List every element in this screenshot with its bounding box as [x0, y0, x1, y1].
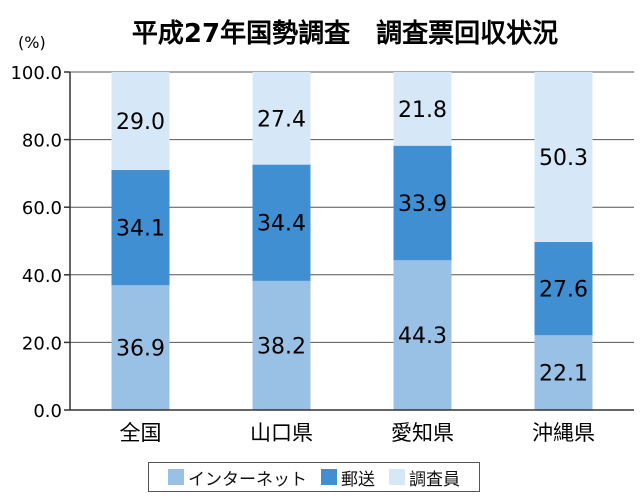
x-category-label: 沖縄県	[532, 421, 595, 445]
y-tick-label: 0.0	[33, 401, 62, 422]
bar-segment	[252, 164, 311, 281]
bar-segment	[534, 335, 593, 410]
x-category-label: 愛知県	[391, 421, 454, 445]
value-label: 50.3	[539, 146, 588, 171]
legend-swatch	[168, 469, 184, 485]
value-label: 34.1	[116, 217, 165, 242]
y-tick-label: 20.0	[22, 333, 62, 354]
legend-swatch	[321, 469, 337, 485]
value-label: 44.3	[398, 324, 447, 349]
legend: インターネット 郵送 調査員	[148, 462, 480, 492]
bars	[111, 72, 593, 410]
legend-label: インターネット	[188, 469, 307, 490]
bar-segment	[111, 285, 170, 410]
value-label: 36.9	[116, 337, 165, 362]
y-tick-label: 100.0	[10, 63, 62, 84]
value-label: 22.1	[539, 362, 588, 387]
legend-label: 郵送	[341, 469, 375, 490]
value-label: 33.9	[398, 192, 447, 217]
legend-item: 調査員	[389, 465, 460, 490]
bar-segment	[393, 145, 452, 261]
bar-segment	[252, 280, 311, 410]
bar-segment	[534, 72, 593, 243]
chart-title: 平成27年国勢調査 調査票回収状況	[132, 18, 558, 49]
legend-swatch	[389, 469, 405, 485]
y-axis-ticks: 0.0 20.0 40.0 60.0 80.0 100.0	[10, 63, 70, 422]
x-axis-categories: 全国 山口県 愛知県 沖縄県	[120, 421, 596, 445]
value-label: 38.2	[257, 334, 306, 359]
y-tick-label: 80.0	[22, 131, 62, 152]
y-tick-label: 60.0	[22, 198, 62, 219]
value-label: 21.8	[398, 98, 447, 123]
bar-segment	[393, 260, 452, 410]
legend-item: 郵送	[321, 465, 375, 490]
bar-segment	[252, 72, 311, 165]
x-category-label: 山口県	[250, 421, 313, 445]
bar-segment	[111, 170, 170, 286]
value-label: 34.4	[257, 212, 306, 237]
bar-segment	[393, 72, 452, 146]
x-category-label: 全国	[120, 421, 162, 445]
legend-item: インターネット	[168, 465, 307, 490]
value-labels: 36.9 34.1 29.0 38.2 34.4 27.4 44.3 33.9 21.8 22.1…	[116, 98, 588, 387]
value-label: 27.4	[257, 107, 306, 132]
y-tick-label: 40.0	[22, 266, 62, 287]
bar-segment	[534, 242, 593, 336]
legend-label: 調査員	[409, 469, 460, 490]
y-axis-unit: (%)	[18, 33, 46, 52]
value-label: 27.6	[539, 278, 588, 303]
bar-segment	[111, 72, 170, 171]
value-label: 29.0	[116, 110, 165, 135]
